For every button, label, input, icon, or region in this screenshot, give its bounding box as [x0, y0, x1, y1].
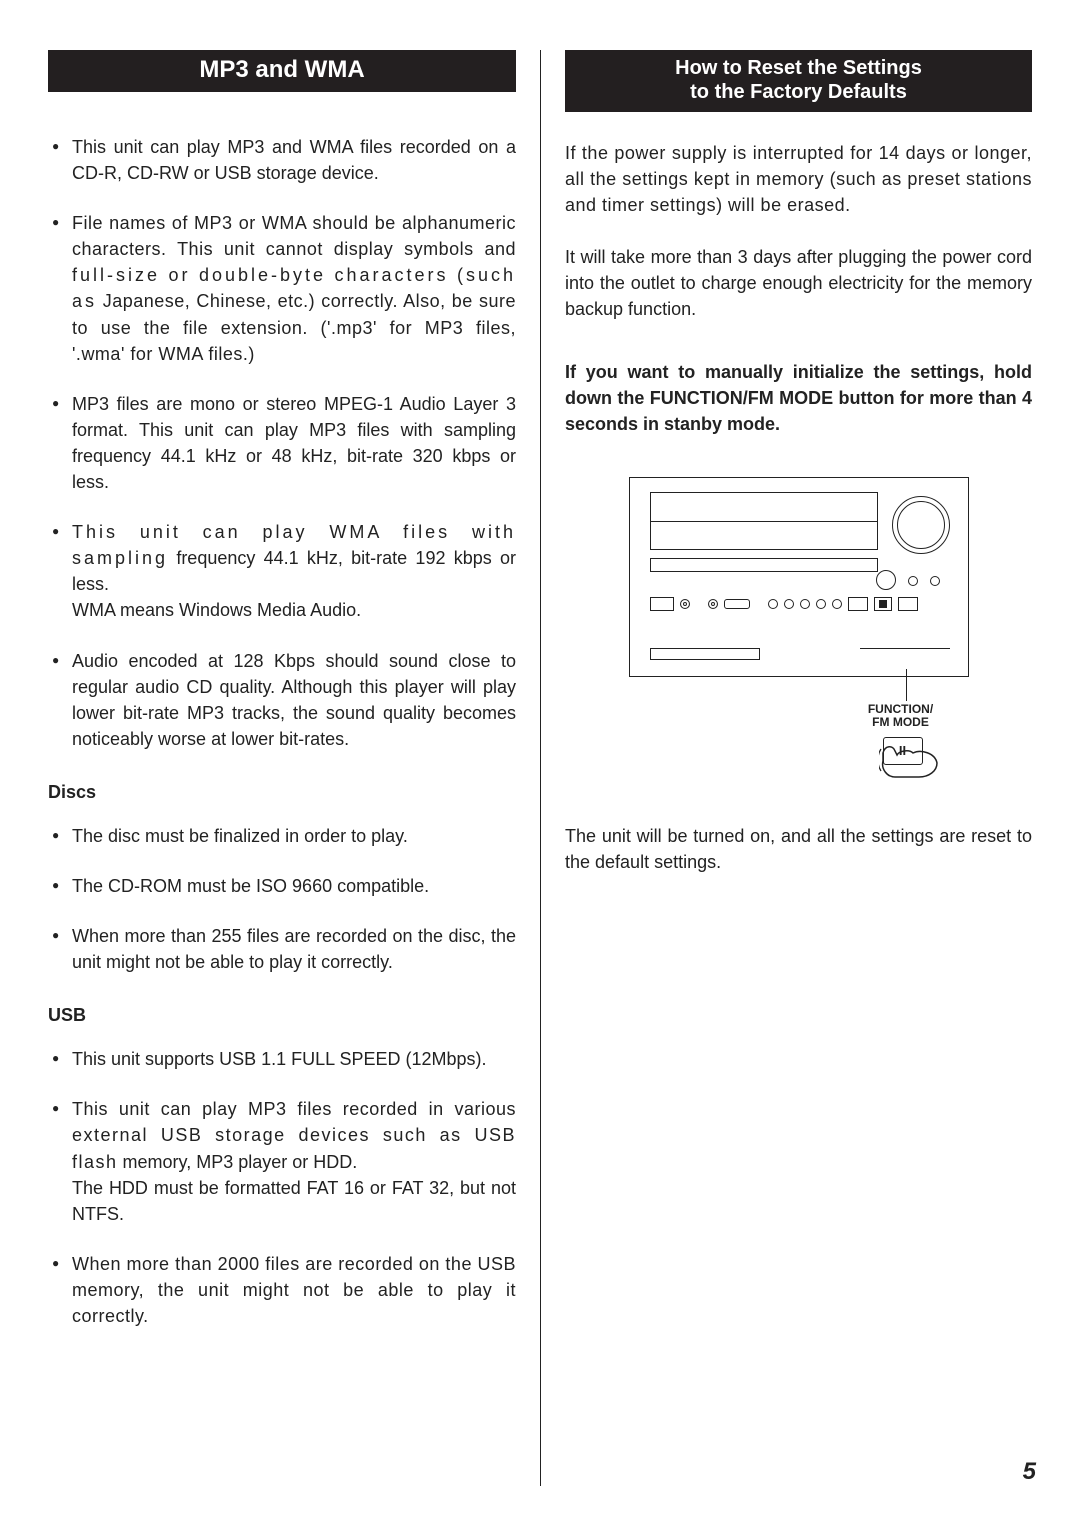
- discs-list: The disc must be finalized in order to p…: [48, 823, 516, 975]
- discs-subhead: Discs: [48, 782, 516, 803]
- volume-knob-icon: [892, 496, 950, 554]
- port-icon: [650, 648, 760, 660]
- callout-text: FM MODE: [872, 715, 929, 729]
- list-item: Audio encoded at 128 Kbps should sound c…: [72, 648, 516, 752]
- button-icon: [930, 576, 940, 586]
- page-number: 5: [1023, 1458, 1036, 1486]
- button-icon: [768, 599, 778, 609]
- left-heading: MP3 and WMA: [48, 50, 516, 92]
- display-bar-icon: [650, 558, 878, 572]
- button-icon: [784, 599, 794, 609]
- button-icon: [876, 570, 896, 590]
- list-item: When more than 2000 files are recorded o…: [72, 1251, 516, 1329]
- right-column: How to Reset the Settings to the Factory…: [540, 50, 1032, 1486]
- usb-subhead: USB: [48, 1005, 516, 1026]
- right-heading: How to Reset the Settings to the Factory…: [565, 50, 1032, 112]
- button-icon: [848, 597, 868, 611]
- right-heading-line2: to the Factory Defaults: [690, 81, 907, 103]
- button-icon: [708, 599, 718, 609]
- button-icon: [816, 599, 826, 609]
- button-icon: [800, 599, 810, 609]
- list-item: This unit supports USB 1.1 FULL SPEED (1…: [72, 1046, 516, 1072]
- device-panel: [629, 477, 969, 677]
- button-icon: [898, 597, 918, 611]
- hand-icon: [879, 739, 939, 779]
- callout-text: FUNCTION/: [868, 702, 933, 716]
- reset-instruction: If you want to manually initialize the s…: [565, 359, 1032, 437]
- list-item: When more than 255 files are recorded on…: [72, 923, 516, 975]
- function-button-icon: [874, 597, 892, 611]
- left-column: MP3 and WMA This unit can play MP3 and W…: [48, 50, 540, 1486]
- list-item: The CD-ROM must be ISO 9660 compatible.: [72, 873, 516, 899]
- right-heading-line1: How to Reset the Settings: [675, 57, 922, 79]
- callout: FUNCTION/ FM MODE II: [629, 683, 969, 783]
- disc-slot-icon: [650, 492, 878, 550]
- button-icon: [832, 599, 842, 609]
- button-icon: [650, 597, 674, 611]
- list-item: File names of MP3 or WMA should be alpha…: [72, 210, 516, 367]
- button-icon: [680, 599, 690, 609]
- list-item: MP3 files are mono or stereo MPEG-1 Audi…: [72, 391, 516, 495]
- reset-paragraph: If the power supply is interrupted for 1…: [565, 140, 1032, 218]
- list-item: This unit can play MP3 files recorded in…: [72, 1096, 516, 1226]
- reset-paragraph: It will take more than 3 days after plug…: [565, 244, 1032, 322]
- button-row: [650, 596, 950, 612]
- callout-label: FUNCTION/ FM MODE: [861, 703, 941, 729]
- list-item: The disc must be finalized in order to p…: [72, 823, 516, 849]
- hand-press-icon: II: [843, 737, 963, 765]
- mp3-list: This unit can play MP3 and WMA files rec…: [48, 134, 516, 752]
- list-item: This unit can play WMA files with sampli…: [72, 519, 516, 623]
- list-item: This unit can play MP3 and WMA files rec…: [72, 134, 516, 186]
- button-icon: [724, 599, 750, 609]
- page-container: MP3 and WMA This unit can play MP3 and W…: [48, 50, 1032, 1486]
- leader-line: [906, 669, 907, 701]
- reset-paragraph: The unit will be turned on, and all the …: [565, 823, 1032, 875]
- port-icon: [860, 648, 950, 660]
- usb-list: This unit supports USB 1.1 FULL SPEED (1…: [48, 1046, 516, 1329]
- device-diagram: FUNCTION/ FM MODE II: [629, 477, 969, 783]
- button-icon: [908, 576, 918, 586]
